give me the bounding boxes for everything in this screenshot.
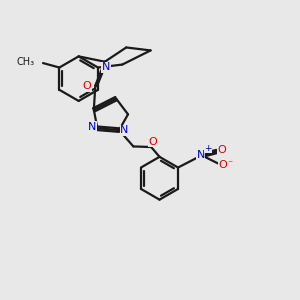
Text: +: + (204, 144, 212, 153)
Text: N: N (120, 125, 129, 135)
Text: N: N (196, 150, 205, 160)
Text: CH₃: CH₃ (16, 57, 35, 67)
Text: N: N (102, 62, 110, 72)
Text: N: N (88, 122, 96, 132)
Text: O: O (219, 160, 228, 170)
Text: ⁻: ⁻ (228, 160, 233, 170)
Text: O: O (82, 81, 91, 91)
Text: O: O (218, 145, 226, 155)
Text: O: O (148, 137, 157, 147)
